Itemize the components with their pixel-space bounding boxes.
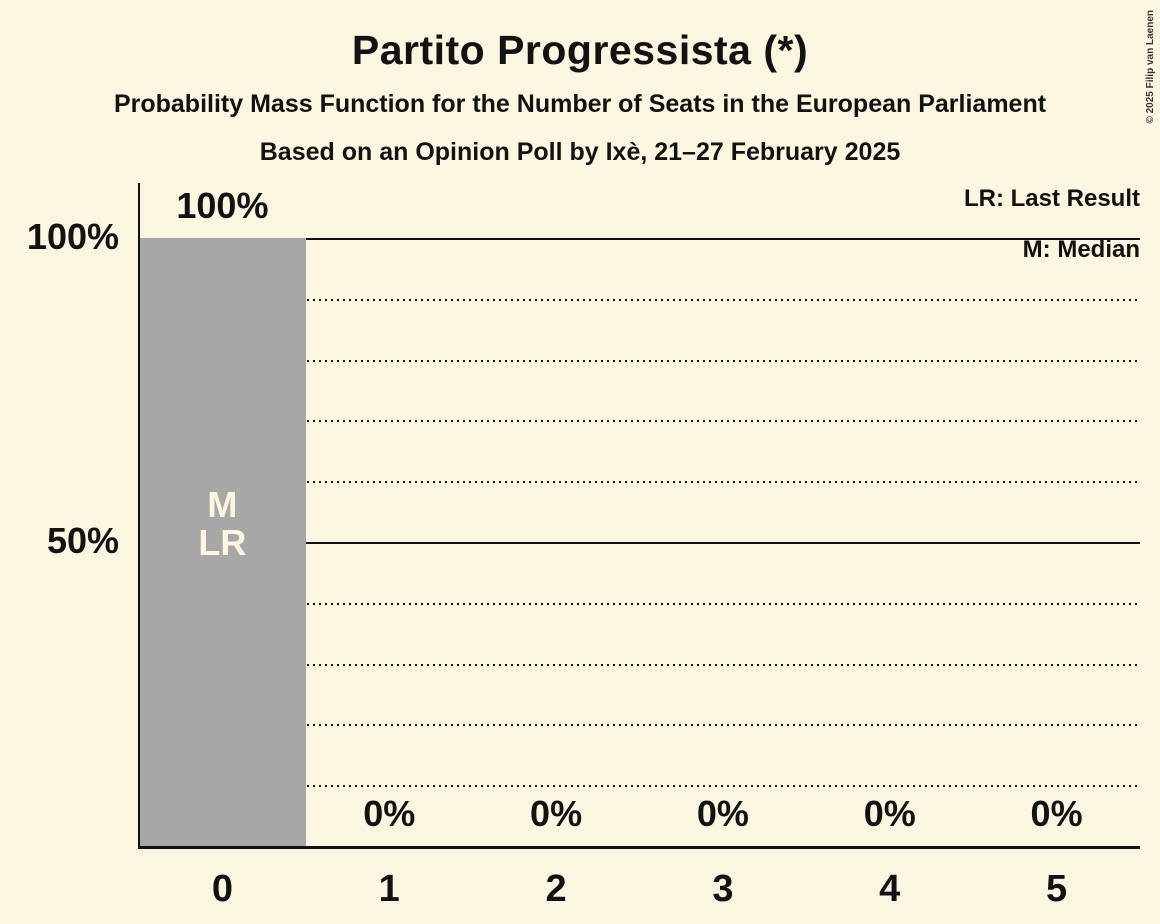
bar-annotation-line: M <box>207 484 238 525</box>
gridline-dotted-30 <box>139 663 1140 666</box>
bar-annotation-0: M LR <box>139 486 306 562</box>
gridline-solid-50 <box>139 541 1140 545</box>
y-tick-label-50: 50% <box>46 520 119 561</box>
legend-last-result: LR: Last Result <box>963 185 1140 212</box>
gridline-dotted-70 <box>139 420 1140 423</box>
y-axis-line <box>137 183 140 849</box>
x-axis-line <box>137 846 1140 849</box>
gridline-dotted-20 <box>139 724 1140 727</box>
gridline-dotted-60 <box>139 481 1140 484</box>
x-tick-label-4: 4 <box>879 868 901 910</box>
x-tick-label-0: 0 <box>211 868 233 910</box>
value-label-5: 0% <box>1030 793 1083 834</box>
value-label-4: 0% <box>863 793 916 834</box>
x-tick-label-1: 1 <box>378 868 400 910</box>
x-tick-label-3: 3 <box>712 868 734 910</box>
bar-seats-0 <box>139 237 306 847</box>
gridline-solid-100 <box>139 237 1140 241</box>
x-tick-label-2: 2 <box>545 868 567 910</box>
y-tick-label-100: 100% <box>26 216 119 257</box>
gridline-dotted-80 <box>139 359 1140 362</box>
gridline-dotted-10 <box>139 785 1140 788</box>
bar-annotation-line: LR <box>198 522 247 563</box>
chart-title: Partito Progressista (*) <box>351 27 809 73</box>
chart-poll-source: Based on an Opinion Poll by Ixè, 21–27 F… <box>259 138 901 166</box>
value-label-3: 0% <box>696 793 749 834</box>
legend-median: M: Median <box>1022 236 1140 263</box>
chart-subtitle: Probability Mass Function for the Number… <box>113 90 1047 118</box>
gridline-dotted-90 <box>139 298 1140 301</box>
gridline-dotted-40 <box>139 602 1140 605</box>
value-label-2: 0% <box>530 793 583 834</box>
value-label-1: 0% <box>363 793 416 834</box>
x-tick-label-5: 5 <box>1046 868 1068 910</box>
value-label-0: 100% <box>176 185 269 226</box>
